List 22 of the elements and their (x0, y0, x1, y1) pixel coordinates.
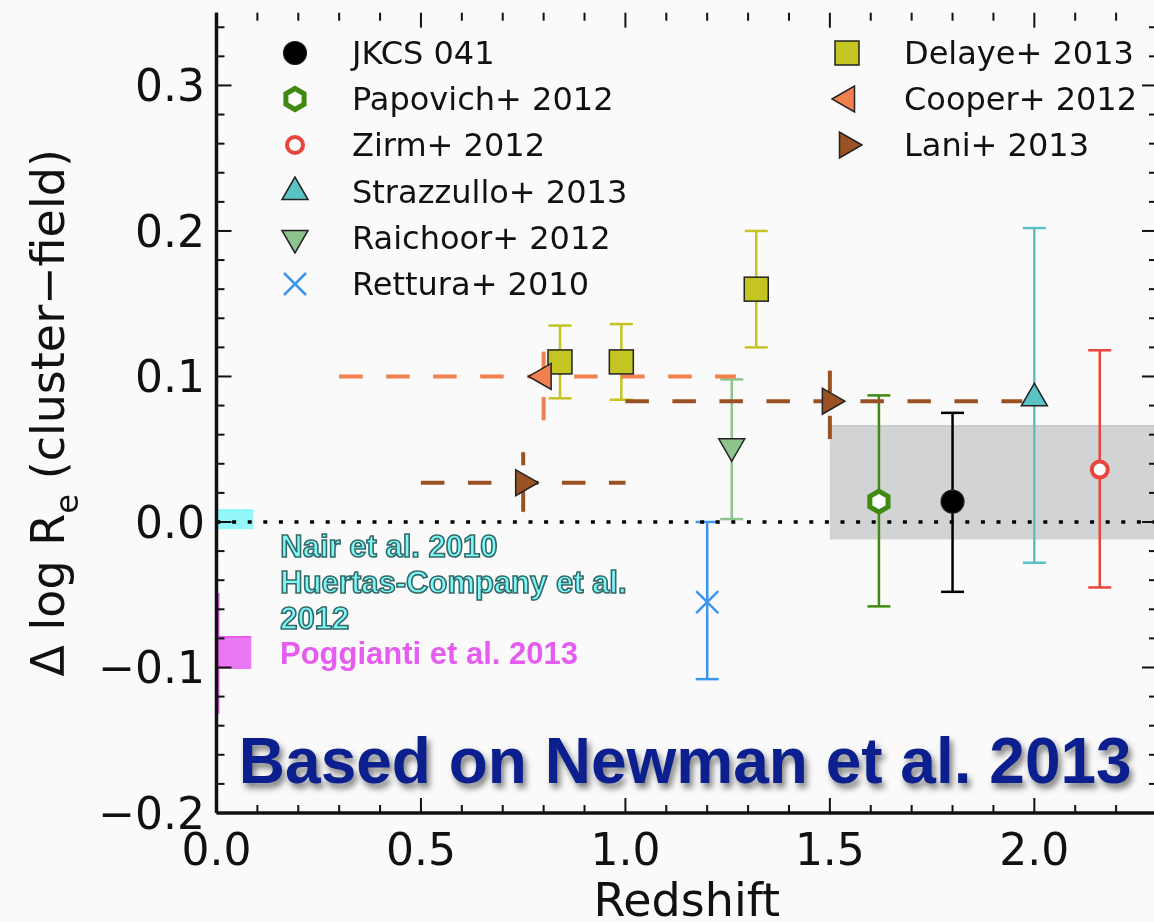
legend-label: Lani+ 2013 (904, 126, 1090, 165)
y-tick-label: 0.0 (135, 496, 205, 548)
legend-label: Strazzullo+ 2013 (352, 172, 628, 211)
text: Poggianti et al. 2013 (280, 635, 579, 672)
legend-label: JKCS 041 (352, 33, 495, 72)
annotation: Based on Newman et al. 2013 (237, 724, 1133, 797)
legend-label: Zirm+ 2012 (352, 126, 545, 165)
x-tick-label: 1.5 (794, 823, 865, 875)
y-tick-label: 0.3 (135, 59, 205, 111)
y-tick-label: 0.1 (135, 350, 205, 402)
legend-label: Cooper+ 2012 (904, 80, 1138, 119)
x-tick-label: 1.0 (590, 823, 661, 875)
y-tick-label: 0.2 (135, 205, 205, 257)
legend-label: Papovich+ 2012 (352, 80, 614, 119)
x-axis-title: Redshift (593, 873, 781, 922)
x-tick-label: 2.0 (999, 823, 1070, 875)
legend-label: Rettura+ 2010 (352, 264, 590, 303)
series-label: Nair et al. 2010 Huertas-Company et al. 2012 (280, 529, 627, 638)
legend-label: Raichoor+ 2012 (352, 218, 611, 257)
x-tick-label: 0.5 (385, 823, 456, 875)
y-tick-label: −0.1 (98, 641, 205, 693)
legend-label: Delaye+ 2013 (904, 33, 1134, 72)
